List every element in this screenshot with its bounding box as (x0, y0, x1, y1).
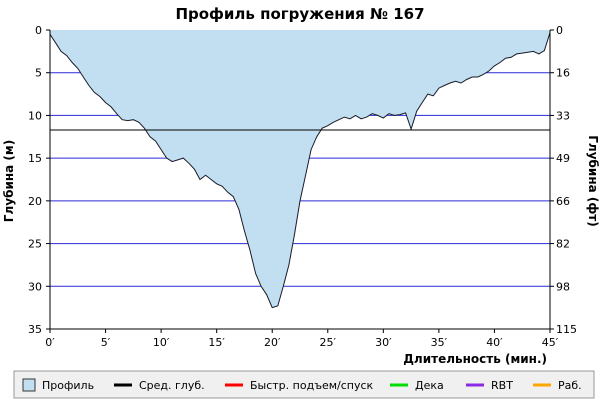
x-tick-label: 25′ (320, 336, 337, 349)
x-tick-label: 15′ (208, 336, 225, 349)
y-right-tick-label: 0 (556, 24, 563, 37)
y-left-tick-label: 10 (28, 109, 42, 122)
x-tick-label: 45′ (542, 336, 559, 349)
y-left-tick-label: 25 (28, 238, 42, 251)
y-axis-label-right: Глубина (фт) (586, 135, 600, 226)
legend: Профиль Сред. глуб. Быстр. подъем/спуск Дек… (13, 370, 595, 399)
x-tick-label: 10′ (153, 336, 170, 349)
y-left-tick-label: 5 (35, 67, 42, 80)
x-tick-label: 35′ (431, 336, 448, 349)
legend-swatch-profile (22, 378, 36, 392)
y-right-tick-label: 115 (556, 323, 577, 336)
x-tick-label: 5′ (101, 336, 111, 349)
x-tick-labels: 0′ 5′ 10′ 15′ 20′ 25′ 30′ 35′ 40′ 45′ (45, 336, 558, 349)
y-right-tick-labels: 0 16 33 49 66 82 98 115 (556, 24, 577, 336)
profile-line (49, 32, 551, 309)
legend-label: RBT (491, 379, 513, 392)
y-left-tick-label: 20 (28, 195, 42, 208)
axes (46, 29, 554, 333)
y-left-tick-label: 15 (28, 152, 42, 165)
y-right-tick-label: 49 (556, 152, 570, 165)
x-tick-label: 20′ (264, 336, 281, 349)
legend-label: Раб. (558, 379, 582, 392)
y-axis-label-left: Глубина (м) (2, 140, 16, 222)
y-left-tick-label: 0 (35, 24, 42, 37)
x-tick-label: 30′ (375, 336, 392, 349)
x-tick-label: 0′ (45, 336, 55, 349)
y-left-tick-label: 30 (28, 280, 42, 293)
legend-label: Дека (415, 379, 444, 392)
y-left-tick-labels: 0 5 10 15 20 25 30 35 (28, 24, 42, 336)
x-axis-label: Длительность (мин.) (403, 352, 547, 366)
legend-label: Быстр. подъем/спуск (250, 379, 374, 392)
y-right-tick-label: 16 (556, 67, 570, 80)
x-tick-label: 40′ (486, 336, 503, 349)
y-right-tick-label: 82 (556, 238, 570, 251)
plot-area (49, 30, 551, 309)
legend-label: Профиль (42, 379, 94, 392)
legend-box (13, 370, 595, 399)
y-right-tick-label: 33 (556, 109, 570, 122)
y-right-tick-label: 98 (556, 280, 570, 293)
chart-title: Профиль погружения № 167 (175, 5, 424, 23)
y-right-tick-label: 66 (556, 195, 570, 208)
profile-area (50, 30, 550, 308)
y-left-tick-label: 35 (28, 323, 42, 336)
legend-label: Сред. глуб. (139, 379, 205, 392)
